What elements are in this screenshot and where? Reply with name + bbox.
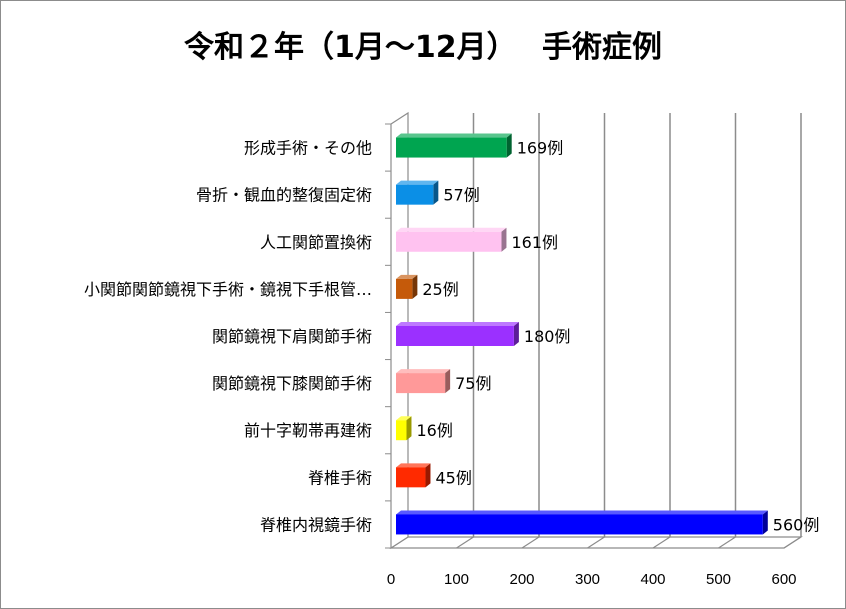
category-label: 前十字靭帯再建術 [244,421,372,440]
bar-face [396,420,407,441]
data-label: 16例 [416,421,452,440]
gridline-floor [652,536,671,549]
bar-face [396,137,507,158]
bar-end [406,416,412,441]
x-tick-labels: 0 100 200 300 400 500 600 [387,571,797,588]
data-labels: 169例 57例 161例 25例 180例 75例 16例 45例 560例 [416,139,819,535]
bar-end [412,274,418,299]
data-label: 25例 [422,280,458,299]
data-label: 169例 [517,139,564,158]
bar-end [513,322,519,346]
bar [396,463,431,488]
bar-face [396,278,413,299]
data-label: 560例 [773,515,820,534]
bar [396,322,519,346]
bar-top [396,510,768,515]
data-label: 75例 [455,374,491,393]
bar-end [501,227,507,252]
bar-face [396,184,434,205]
bar-top [396,180,439,185]
x-tick-label: 300 [575,571,600,588]
gridline-floor [521,536,540,549]
bar [396,369,451,394]
category-label: 関節鏡視下膝関節手術 [212,374,372,393]
bar-end [506,133,512,158]
gridline-floor [783,536,802,549]
x-tick-label: 0 [387,571,395,588]
bar [396,416,412,441]
bar-end [445,369,451,394]
bar-top [396,416,412,421]
bar-top [396,274,418,279]
bar-face [396,467,426,488]
bar [396,274,418,299]
category-label: 人工関節置換術 [260,233,372,252]
bar-top [396,463,431,468]
bar-top [396,227,507,232]
category-label: 骨折・観血的整復固定術 [196,186,372,205]
category-label: 脊椎内視鏡手術 [260,515,372,534]
gridline-floor [587,536,605,549]
category-label: 小関節関節鏡視下手術・鏡視下手根管… [84,280,372,299]
bar-top [396,322,519,326]
bar-end [425,463,431,488]
bar-face [396,514,763,535]
x-tick-label: 400 [640,571,665,588]
x-tick-label: 100 [444,571,469,588]
data-label: 161例 [511,233,558,252]
bar [396,133,512,158]
chart-title: 令和２年（1月～12月） 手術症例 [183,30,663,65]
bars [396,133,768,535]
category-labels: 形成手術・その他骨折・観血的整復固定術人工関節置換術小関節関節鏡視下手術・鏡視下… [84,139,372,535]
bar-top [396,133,512,138]
data-label: 57例 [443,186,479,205]
x-tick-label: 600 [771,571,796,588]
bar [396,180,439,205]
category-label: 関節鏡視下肩関節手術 [212,327,372,346]
bar-face [396,231,502,252]
category-label: 脊椎手術 [308,468,372,487]
bar-top [396,369,451,374]
x-tick-label: 200 [509,571,534,588]
gridline-floor [718,536,736,549]
bar [396,510,768,535]
bar-end [433,180,439,205]
data-label: 180例 [524,327,571,346]
x-tick-label: 500 [706,571,731,588]
bar [396,227,507,252]
category-label: 形成手術・その他 [244,139,372,158]
data-label: 45例 [435,468,471,487]
bar-face [396,326,514,346]
bar-face [396,373,446,394]
gridline-floor [456,536,474,549]
bar-end [762,510,768,535]
